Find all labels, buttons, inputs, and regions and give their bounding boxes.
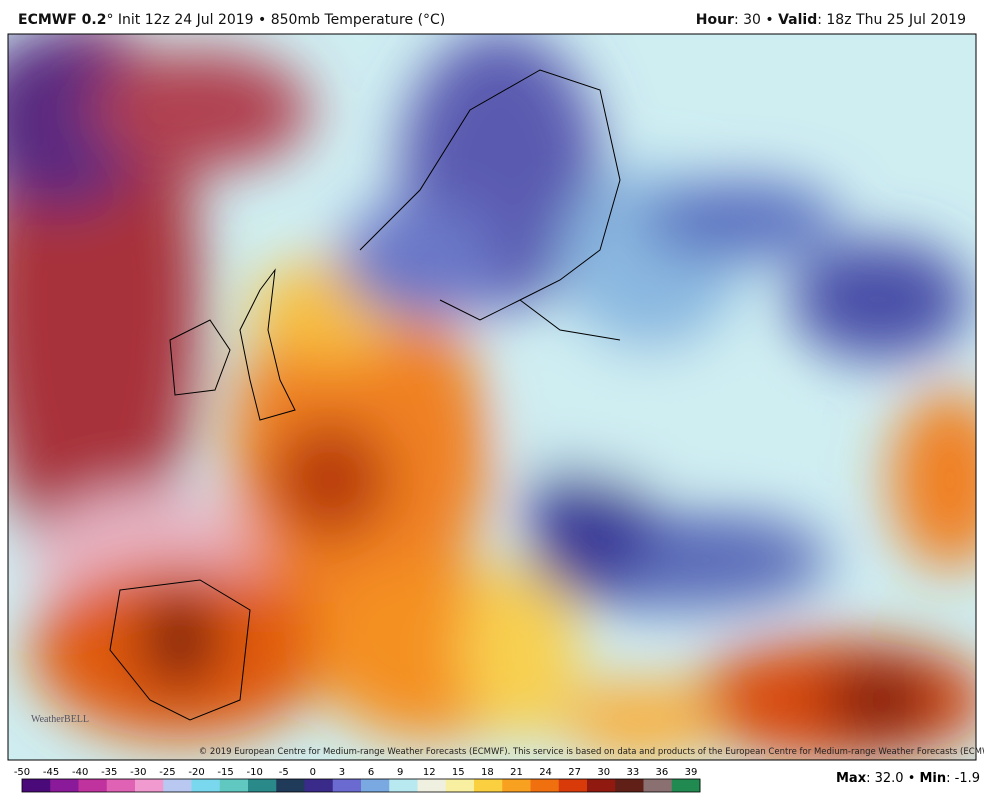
- colorbar-tick-label: -10: [247, 767, 263, 778]
- map-frame: [7, 33, 977, 761]
- colorbar-segment: [361, 779, 390, 792]
- colorbar-segment: [530, 779, 560, 792]
- colorbar-segment: [276, 779, 305, 792]
- colorbar-segment: [615, 779, 644, 792]
- coastlines: [109, 69, 621, 721]
- colorbar-segment: [502, 779, 531, 792]
- colorbar-tick-label: -45: [43, 767, 59, 778]
- max-label: Max: [836, 771, 867, 786]
- colorbar-tick-label: 0: [310, 767, 316, 778]
- colorbar-tick-label: 27: [568, 767, 581, 778]
- valid-label: Valid: [778, 12, 818, 28]
- colorbar-segment: [78, 779, 108, 792]
- colorbar-segment: [474, 779, 503, 792]
- colorbar-tick-label: -25: [159, 767, 175, 778]
- colorbar-segment: [22, 779, 51, 792]
- title: ECMWF 0.2° Init 12z 24 Jul 2019 • 850mb …: [18, 12, 445, 28]
- colorbar-tick-label: 33: [626, 767, 639, 778]
- colorbar-segment: [219, 779, 249, 792]
- min-value: : -1.9: [946, 771, 981, 786]
- footer: Max: 32.0 • Min: -1.9: [836, 771, 980, 786]
- colorbar-segment: [389, 779, 418, 792]
- colorbar-tick-label: -30: [130, 767, 146, 778]
- valid-value: : 18z Thu 25 Jul 2019: [817, 12, 966, 28]
- colorbar-segment: [304, 779, 334, 792]
- temperature-field: [8, 34, 976, 760]
- colorbar-tick-label: -5: [279, 767, 289, 778]
- colorbar-segment: [248, 779, 277, 792]
- colorbar-segment: [135, 779, 164, 792]
- valid-info: Hour: 30 • Valid: 18z Thu 25 Jul 2019: [696, 12, 966, 28]
- colorbar-tick-label: 30: [597, 767, 610, 778]
- colorbar-segment: [587, 779, 616, 792]
- colorbar-segment: [558, 779, 588, 792]
- colorbar-segment: [191, 779, 221, 792]
- colorbar-tick-label: -35: [101, 767, 117, 778]
- header: ECMWF 0.2° Init 12z 24 Jul 2019 • 850mb …: [18, 12, 966, 28]
- colorbar-frame: [21, 778, 701, 793]
- hour-label: Hour: [695, 12, 734, 28]
- copyright: © 2019 European Centre for Medium-range …: [199, 747, 984, 757]
- colorbar-segment: [643, 779, 673, 792]
- colorbar-tick-label: 18: [481, 767, 494, 778]
- colorbar-tick-label: -40: [72, 767, 88, 778]
- colorbar-tick-label: 36: [656, 767, 669, 778]
- colorbar-tick-label: 21: [510, 767, 523, 778]
- colorbar-segment: [50, 779, 79, 792]
- hour-value: : 30 •: [733, 12, 779, 28]
- colorbar-tick-label: 3: [339, 767, 345, 778]
- model: ECMWF 0.2: [18, 12, 107, 28]
- colorbar-tick-label: 6: [368, 767, 374, 778]
- colorbar-segment: [332, 779, 362, 792]
- colorbar: -50 -45 -40 -35 -30 -25 -20 -15 -10 -5 0 3 6 9 12 15 18 2…: [14, 767, 701, 793]
- colorbar-tick-label: -20: [188, 767, 204, 778]
- colorbar-tick-label: 39: [685, 767, 698, 778]
- colorbar-tick-label: 24: [539, 767, 552, 778]
- colorbar-tick-label: -50: [14, 767, 30, 778]
- colorbar-tick-label: 15: [452, 767, 465, 778]
- min-label: Min: [919, 771, 947, 786]
- max-value: : 32.0 •: [866, 771, 920, 786]
- colorbar-segment: [417, 779, 447, 792]
- colorbar-tick-label: 9: [397, 767, 403, 778]
- logo: WeatherBELL: [31, 714, 89, 725]
- title-text: ° Init 12z 24 Jul 2019 • 850mb Temperatu…: [106, 12, 446, 28]
- colorbar-segment: [106, 779, 136, 792]
- colorbar-tick-label: -15: [217, 767, 233, 778]
- colorbar-segment: [445, 779, 475, 792]
- colorbar-tick-label: 12: [423, 767, 436, 778]
- colorbar-segment: [671, 779, 701, 792]
- colorbar-segment: [163, 779, 192, 792]
